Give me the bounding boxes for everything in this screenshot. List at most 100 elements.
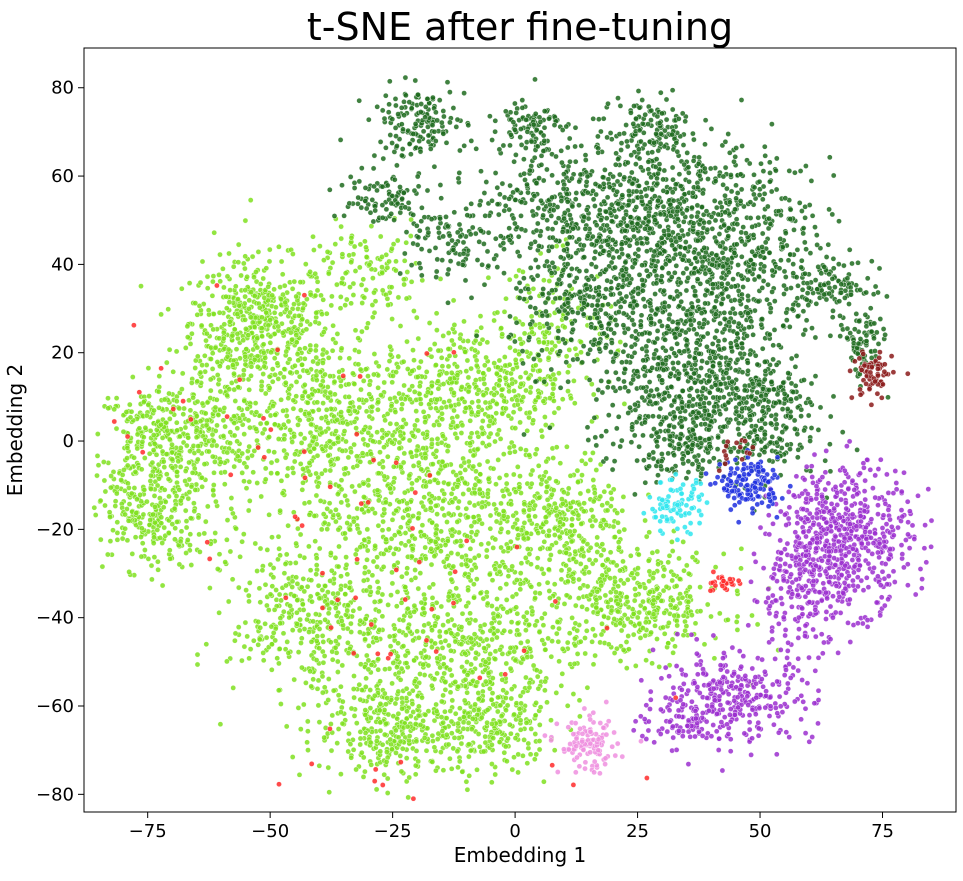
scatter-point [635, 565, 641, 571]
scatter-point [431, 717, 438, 724]
scatter-point [579, 604, 585, 610]
scatter-point [313, 372, 320, 379]
scatter-point [313, 470, 319, 477]
scatter-point [712, 564, 719, 570]
scatter-point [445, 481, 452, 487]
scatter-point [551, 747, 558, 754]
scatter-point [429, 732, 436, 739]
scatter-point [553, 690, 560, 696]
scatter-point [473, 650, 479, 656]
scatter-point [289, 754, 296, 760]
scatter-point [540, 622, 547, 629]
scatter-point [371, 692, 378, 699]
scatter-point [362, 636, 368, 643]
scatter-point [278, 701, 284, 707]
scatter-point [557, 460, 564, 467]
scatter-point [241, 431, 247, 437]
scatter-point [240, 412, 246, 418]
scatter-point [301, 435, 308, 442]
scatter-point [119, 472, 126, 478]
scatter-point [515, 532, 522, 538]
scatter-point [483, 589, 490, 596]
scatter-point [576, 576, 582, 583]
scatter-point [314, 686, 321, 692]
scatter-point [217, 251, 223, 258]
scatter-point [293, 293, 300, 300]
scatter-point [473, 576, 480, 582]
scatter-point [507, 449, 513, 456]
scatter-point [197, 549, 203, 555]
scatter-point [459, 554, 465, 560]
scatter-point [267, 591, 274, 598]
scatter-point [642, 585, 648, 591]
scatter-point [443, 404, 450, 410]
scatter-point [307, 593, 314, 600]
scatter-point [124, 462, 131, 469]
scatter-point [590, 626, 596, 633]
scatter-point [165, 530, 172, 536]
scatter-point [543, 469, 549, 476]
scatter-point [338, 409, 344, 415]
scatter-point [502, 743, 509, 750]
scatter-point [278, 296, 284, 302]
scatter-point [493, 410, 500, 417]
scatter-point [170, 368, 176, 375]
scatter-point [612, 534, 618, 540]
scatter-point [349, 483, 355, 490]
scatter-point [384, 749, 390, 755]
scatter-point [290, 470, 297, 476]
scatter-point [459, 422, 466, 429]
scatter-point [335, 726, 342, 732]
scatter-point [532, 712, 539, 719]
scatter-point [348, 620, 354, 627]
scatter-point [175, 458, 182, 465]
scatter-point [410, 513, 416, 519]
scatter-point [313, 309, 320, 316]
scatter-point [298, 635, 305, 642]
scatter-point [435, 347, 442, 354]
scatter-point [508, 619, 515, 625]
scatter-point [306, 499, 313, 506]
scatter-point [320, 511, 327, 517]
scatter-point [132, 534, 139, 541]
scatter-point [399, 699, 406, 706]
scatter-point [329, 347, 336, 354]
scatter-point [382, 666, 388, 673]
scatter-point [607, 549, 614, 556]
scatter-point [337, 586, 344, 593]
scatter-point [330, 590, 337, 597]
scatter-point [388, 403, 395, 409]
scatter-point [498, 526, 505, 532]
scatter-point [593, 597, 600, 603]
scatter-point [454, 372, 461, 378]
scatter-point [454, 363, 460, 370]
scatter-point [156, 475, 162, 482]
scatter-point [423, 483, 429, 490]
scatter-point [299, 393, 306, 400]
scatter-point [487, 512, 494, 519]
scatter-point [383, 720, 389, 727]
scatter-point [482, 659, 489, 665]
scatter-point [590, 450, 596, 456]
scatter-point [313, 377, 320, 383]
scatter-point [608, 489, 614, 496]
scatter-point [451, 322, 458, 328]
scatter-point [409, 383, 416, 390]
scatter-point [655, 561, 661, 568]
scatter-point [241, 478, 247, 485]
scatter-point [245, 417, 252, 424]
scatter-point [674, 618, 680, 624]
scatter-point [442, 638, 449, 644]
scatter-point [212, 459, 218, 465]
scatter-point [623, 639, 630, 645]
scatter-point [413, 408, 420, 414]
scatter-point [376, 627, 383, 633]
scatter-point [108, 473, 114, 479]
scatter-point [479, 440, 486, 446]
scatter-point [234, 438, 240, 445]
scatter-point [455, 593, 462, 599]
scatter-point [128, 490, 135, 497]
scatter-point [359, 328, 365, 335]
scatter-point [708, 613, 714, 620]
scatter-point [367, 687, 374, 693]
